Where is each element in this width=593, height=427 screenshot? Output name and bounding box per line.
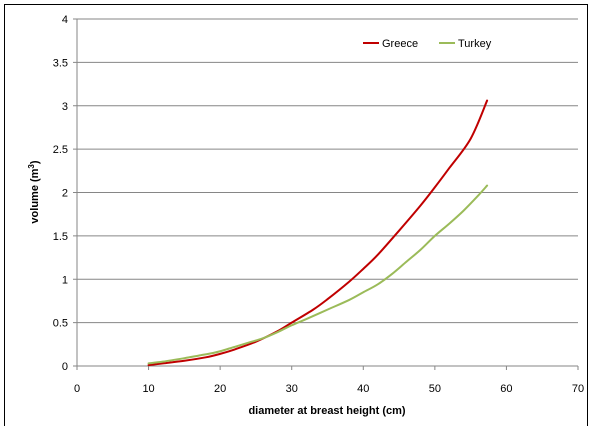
y-axis-title-superscript: 3 <box>27 164 36 169</box>
y-tick-label: 0.5 <box>53 318 68 330</box>
y-tick-label: 1.5 <box>53 231 68 243</box>
y-axis-title: volume (m3) <box>27 160 41 223</box>
y-tick-label: 2 <box>62 188 68 200</box>
x-tick-label: 40 <box>357 383 369 395</box>
y-tick-label: 3 <box>62 101 68 113</box>
x-tick-label: 70 <box>572 383 584 395</box>
legend-label-turkey: Turkey <box>458 38 492 50</box>
y-tick-labels: 0 0.5 1 1.5 2 2.5 3 3.5 4 <box>53 14 77 373</box>
x-axis-title: diameter at breast height (cm) <box>248 405 405 417</box>
y-tick-label: 0 <box>62 361 68 373</box>
x-tick-label: 10 <box>142 383 154 395</box>
x-tick-label: 30 <box>286 383 298 395</box>
y-tick-label: 4 <box>62 14 68 26</box>
series-line-turkey <box>147 184 489 365</box>
series-lines <box>147 99 489 367</box>
series-line-greece <box>147 99 489 367</box>
x-tick-label: 0 <box>74 383 80 395</box>
legend: Greece Turkey <box>363 38 492 50</box>
x-tick-label: 20 <box>214 383 226 395</box>
chart-frame <box>4 4 588 426</box>
y-tick-label: 2.5 <box>53 144 68 156</box>
x-tick-label: 50 <box>429 383 441 395</box>
gridlines <box>77 18 578 324</box>
y-axis-title-main: volume (m <box>29 168 41 223</box>
y-tick-label: 3.5 <box>53 57 68 69</box>
y-axis-title-tail: ) <box>29 160 41 164</box>
x-tick-label: 60 <box>500 383 512 395</box>
y-tick-label: 1 <box>62 274 68 286</box>
x-tick-labels: 0 10 20 30 40 50 60 70 <box>74 366 584 395</box>
legend-label-greece: Greece <box>382 38 418 50</box>
